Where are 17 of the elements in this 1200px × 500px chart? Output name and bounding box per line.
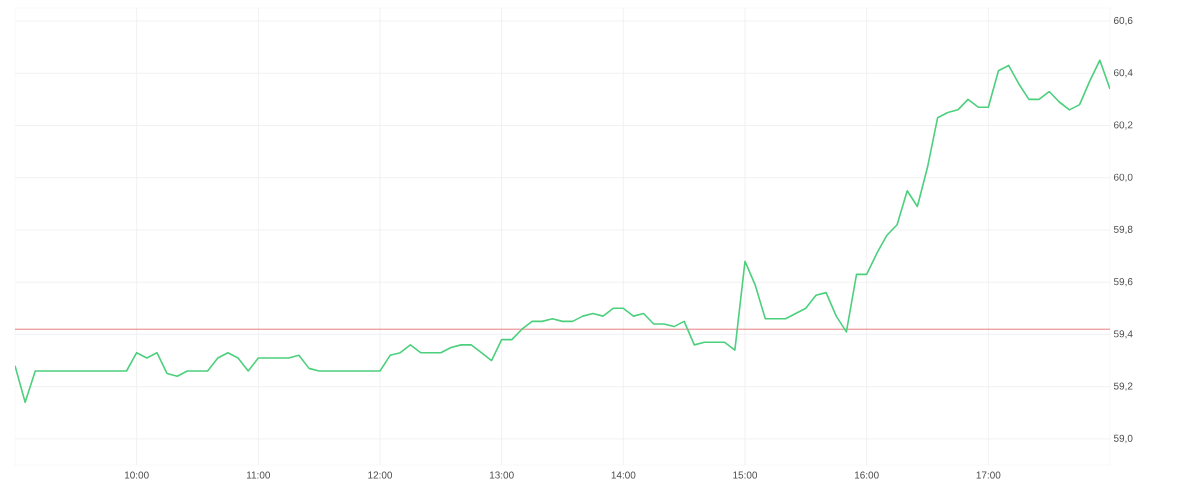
x-tick-label: 17:00 [976,471,1001,479]
x-tick-label: 12:00 [368,471,393,479]
x-tick-label: 16:00 [854,471,879,479]
x-tick-label: 11:00 [247,471,271,479]
x-tick-label: 10:00 [124,471,149,479]
y-tick-label: 59,0 [1113,434,1133,444]
y-tick-label: 59,8 [1113,225,1133,235]
y-tick-label: 60,6 [1114,16,1133,26]
x-tick-label: 15:00 [733,471,758,479]
y-tick-label: 60,0 [1114,173,1133,182]
y-tick-label: 60,4 [1114,69,1133,78]
y-tick-label: 59,4 [1113,330,1133,339]
y-tick-label: 59,2 [1113,382,1133,391]
x-tick-label: 14:00 [611,471,636,479]
y-tick-label: 60,2 [1114,121,1133,130]
x-tick-label: 13:00 [489,471,514,479]
y-tick-label: 59,6 [1113,278,1133,287]
